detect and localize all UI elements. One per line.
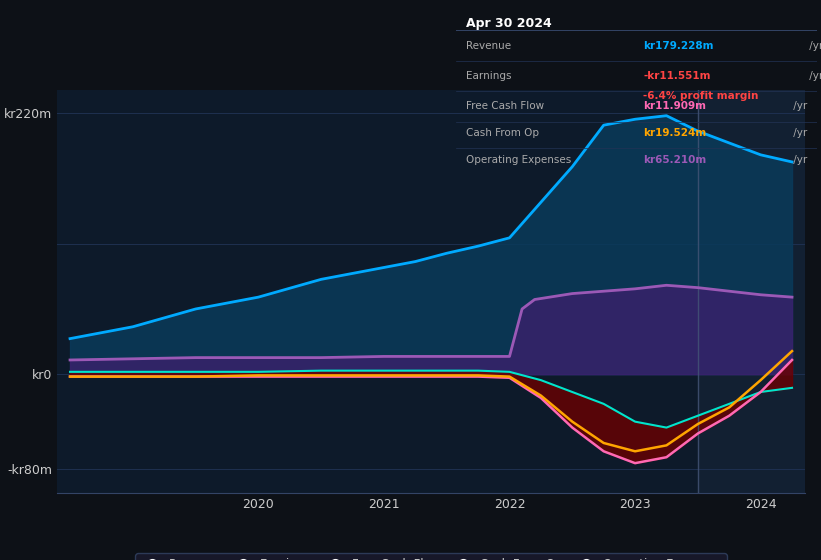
Text: Free Cash Flow: Free Cash Flow xyxy=(466,101,544,111)
Text: -6.4% profit margin: -6.4% profit margin xyxy=(644,91,759,101)
Text: kr19.524m: kr19.524m xyxy=(644,128,707,138)
Text: kr179.228m: kr179.228m xyxy=(644,41,714,51)
Text: /yr: /yr xyxy=(806,71,821,81)
Text: kr65.210m: kr65.210m xyxy=(644,155,707,165)
Legend: Revenue, Earnings, Free Cash Flow, Cash From Op, Operating Expenses: Revenue, Earnings, Free Cash Flow, Cash … xyxy=(135,553,727,560)
Text: /yr: /yr xyxy=(806,41,821,51)
Text: /yr: /yr xyxy=(790,101,807,111)
Text: -kr11.551m: -kr11.551m xyxy=(644,71,711,81)
Text: Operating Expenses: Operating Expenses xyxy=(466,155,571,165)
Text: Cash From Op: Cash From Op xyxy=(466,128,539,138)
Text: Earnings: Earnings xyxy=(466,71,512,81)
Text: kr11.909m: kr11.909m xyxy=(644,101,707,111)
Text: Apr 30 2024: Apr 30 2024 xyxy=(466,17,553,30)
Text: Revenue: Revenue xyxy=(466,41,511,51)
Text: /yr: /yr xyxy=(790,128,807,138)
Bar xyxy=(698,90,805,493)
Text: /yr: /yr xyxy=(790,155,807,165)
